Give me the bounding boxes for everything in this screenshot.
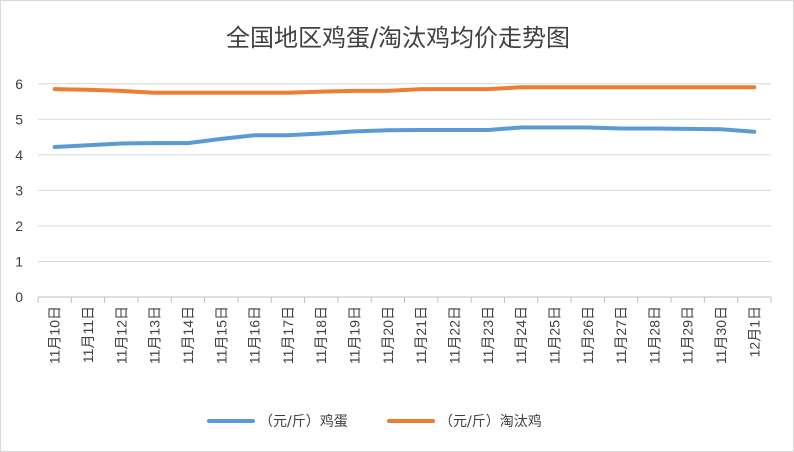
gridlines [38, 83, 771, 298]
y-tick-label: 2 [15, 218, 23, 234]
x-tick-label: 11月13日 [147, 306, 163, 364]
y-tick-label: 1 [15, 253, 23, 269]
legend-label: （元/斤）淘汰鸡 [439, 413, 542, 430]
x-tick-label: 11月20日 [380, 306, 396, 364]
x-tick-label: 11月22日 [446, 306, 462, 364]
x-tick-label: 11月27日 [613, 306, 629, 364]
y-tick-label: 3 [15, 182, 23, 198]
x-tick-label: 11月15日 [213, 306, 229, 364]
x-tick-label: 11月12日 [113, 306, 129, 364]
y-tick-label: 0 [15, 289, 23, 305]
chart-title: 全国地区鸡蛋/淘汰鸡均价走势图 [226, 24, 570, 52]
legend-label: （元/斤）鸡蛋 [259, 413, 348, 430]
x-tick-label: 11月28日 [646, 306, 662, 364]
y-tick-label: 4 [15, 147, 23, 163]
legend: （元/斤）鸡蛋 （元/斤）淘汰鸡 [207, 413, 542, 430]
x-tick-label: 11月14日 [180, 306, 196, 364]
y-axis: 0 1 2 3 4 5 6 [15, 76, 23, 305]
x-tick-label: 11月25日 [546, 306, 562, 364]
x-tick-label: 11月11日 [80, 306, 96, 363]
y-tick-label: 6 [15, 76, 23, 92]
x-tick-label: 11月30日 [713, 306, 729, 364]
x-tick-label: 11月26日 [580, 306, 596, 364]
x-tick-label: 11月24日 [513, 306, 529, 364]
y-tick-label: 5 [15, 111, 23, 127]
x-tick-label: 11月21日 [413, 306, 429, 364]
x-tick-label: 11月29日 [680, 306, 696, 364]
x-axis: 11月10日 11月11日 11月12日 11月13日 11月14日 11月15日 11月1… [37, 297, 772, 364]
x-tick-label: 11月16日 [247, 306, 263, 364]
x-tick-label: 11月18日 [313, 306, 329, 364]
x-tick-label: 11月19日 [347, 306, 363, 364]
series-line-2 [52, 85, 757, 95]
series-line-1 [52, 125, 757, 149]
x-tick-label: 11月17日 [280, 306, 296, 364]
x-tick-label: 11月23日 [480, 306, 496, 364]
series-lines [52, 85, 757, 149]
x-tick-label: 12月1日 [746, 306, 762, 357]
x-tick-label: 11月10日 [47, 306, 63, 364]
